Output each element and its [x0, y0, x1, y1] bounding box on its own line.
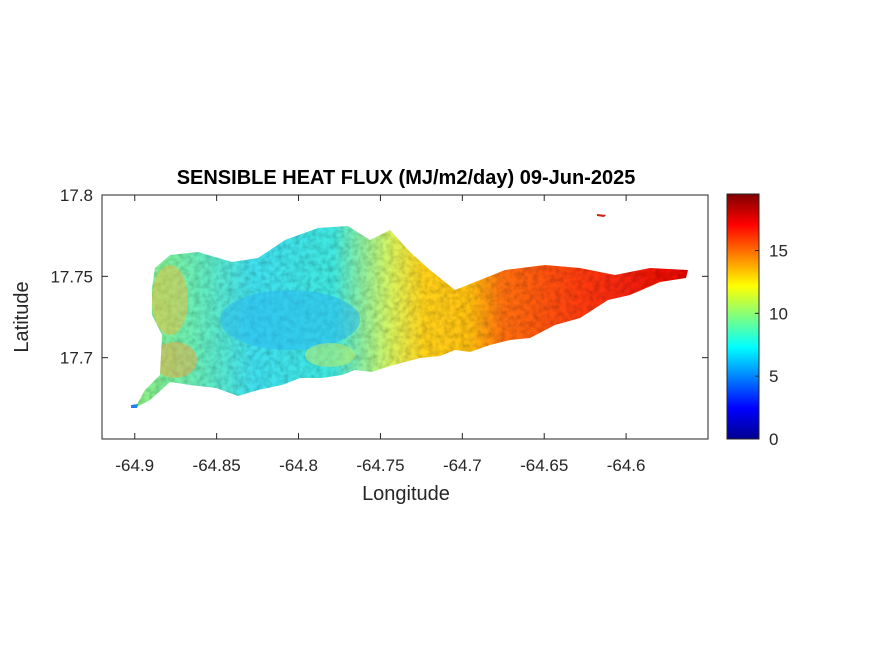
colorbar-gradient	[726, 193, 760, 440]
colorbar-ticks: 0 5 10 15	[755, 242, 788, 449]
x-tick-label: -64.8	[279, 456, 318, 475]
chart-title: SENSIBLE HEAT FLUX (MJ/m2/day) 09-Jun-20…	[177, 167, 636, 189]
y-tick-label: 17.75	[50, 267, 93, 286]
x-tick-label: -64.6	[607, 456, 646, 475]
x-tick-label: -64.7	[443, 456, 482, 475]
y-tick-label: 17.8	[60, 186, 93, 205]
y-axis-label: Latitude	[11, 281, 33, 352]
colorbar: 0 5 10 15	[726, 193, 788, 449]
colorbar-tick-label: 15	[769, 242, 788, 261]
y-tick-label: 17.7	[60, 349, 93, 368]
x-tick-label: -64.65	[520, 456, 568, 475]
colorbar-tick-label: 10	[769, 304, 788, 323]
x-axis-ticks: -64.9 -64.85 -64.8 -64.75 -64.7 -64.65 -64.6	[115, 195, 645, 475]
small-islet	[597, 214, 606, 217]
x-axis-label: Longitude	[362, 483, 450, 505]
x-tick-label: -64.75	[356, 456, 404, 475]
western-tip	[131, 404, 138, 408]
colorbar-tick-label: 0	[769, 430, 778, 449]
map-axes: -64.9 -64.85 -64.8 -64.75 -64.7 -64.65 -64.6 1…	[11, 167, 709, 505]
colorbar-tick-label: 5	[769, 367, 778, 386]
y-axis-ticks: 17.7 17.75 17.8	[50, 186, 708, 368]
x-tick-label: -64.9	[115, 456, 154, 475]
x-tick-label: -64.85	[193, 456, 241, 475]
